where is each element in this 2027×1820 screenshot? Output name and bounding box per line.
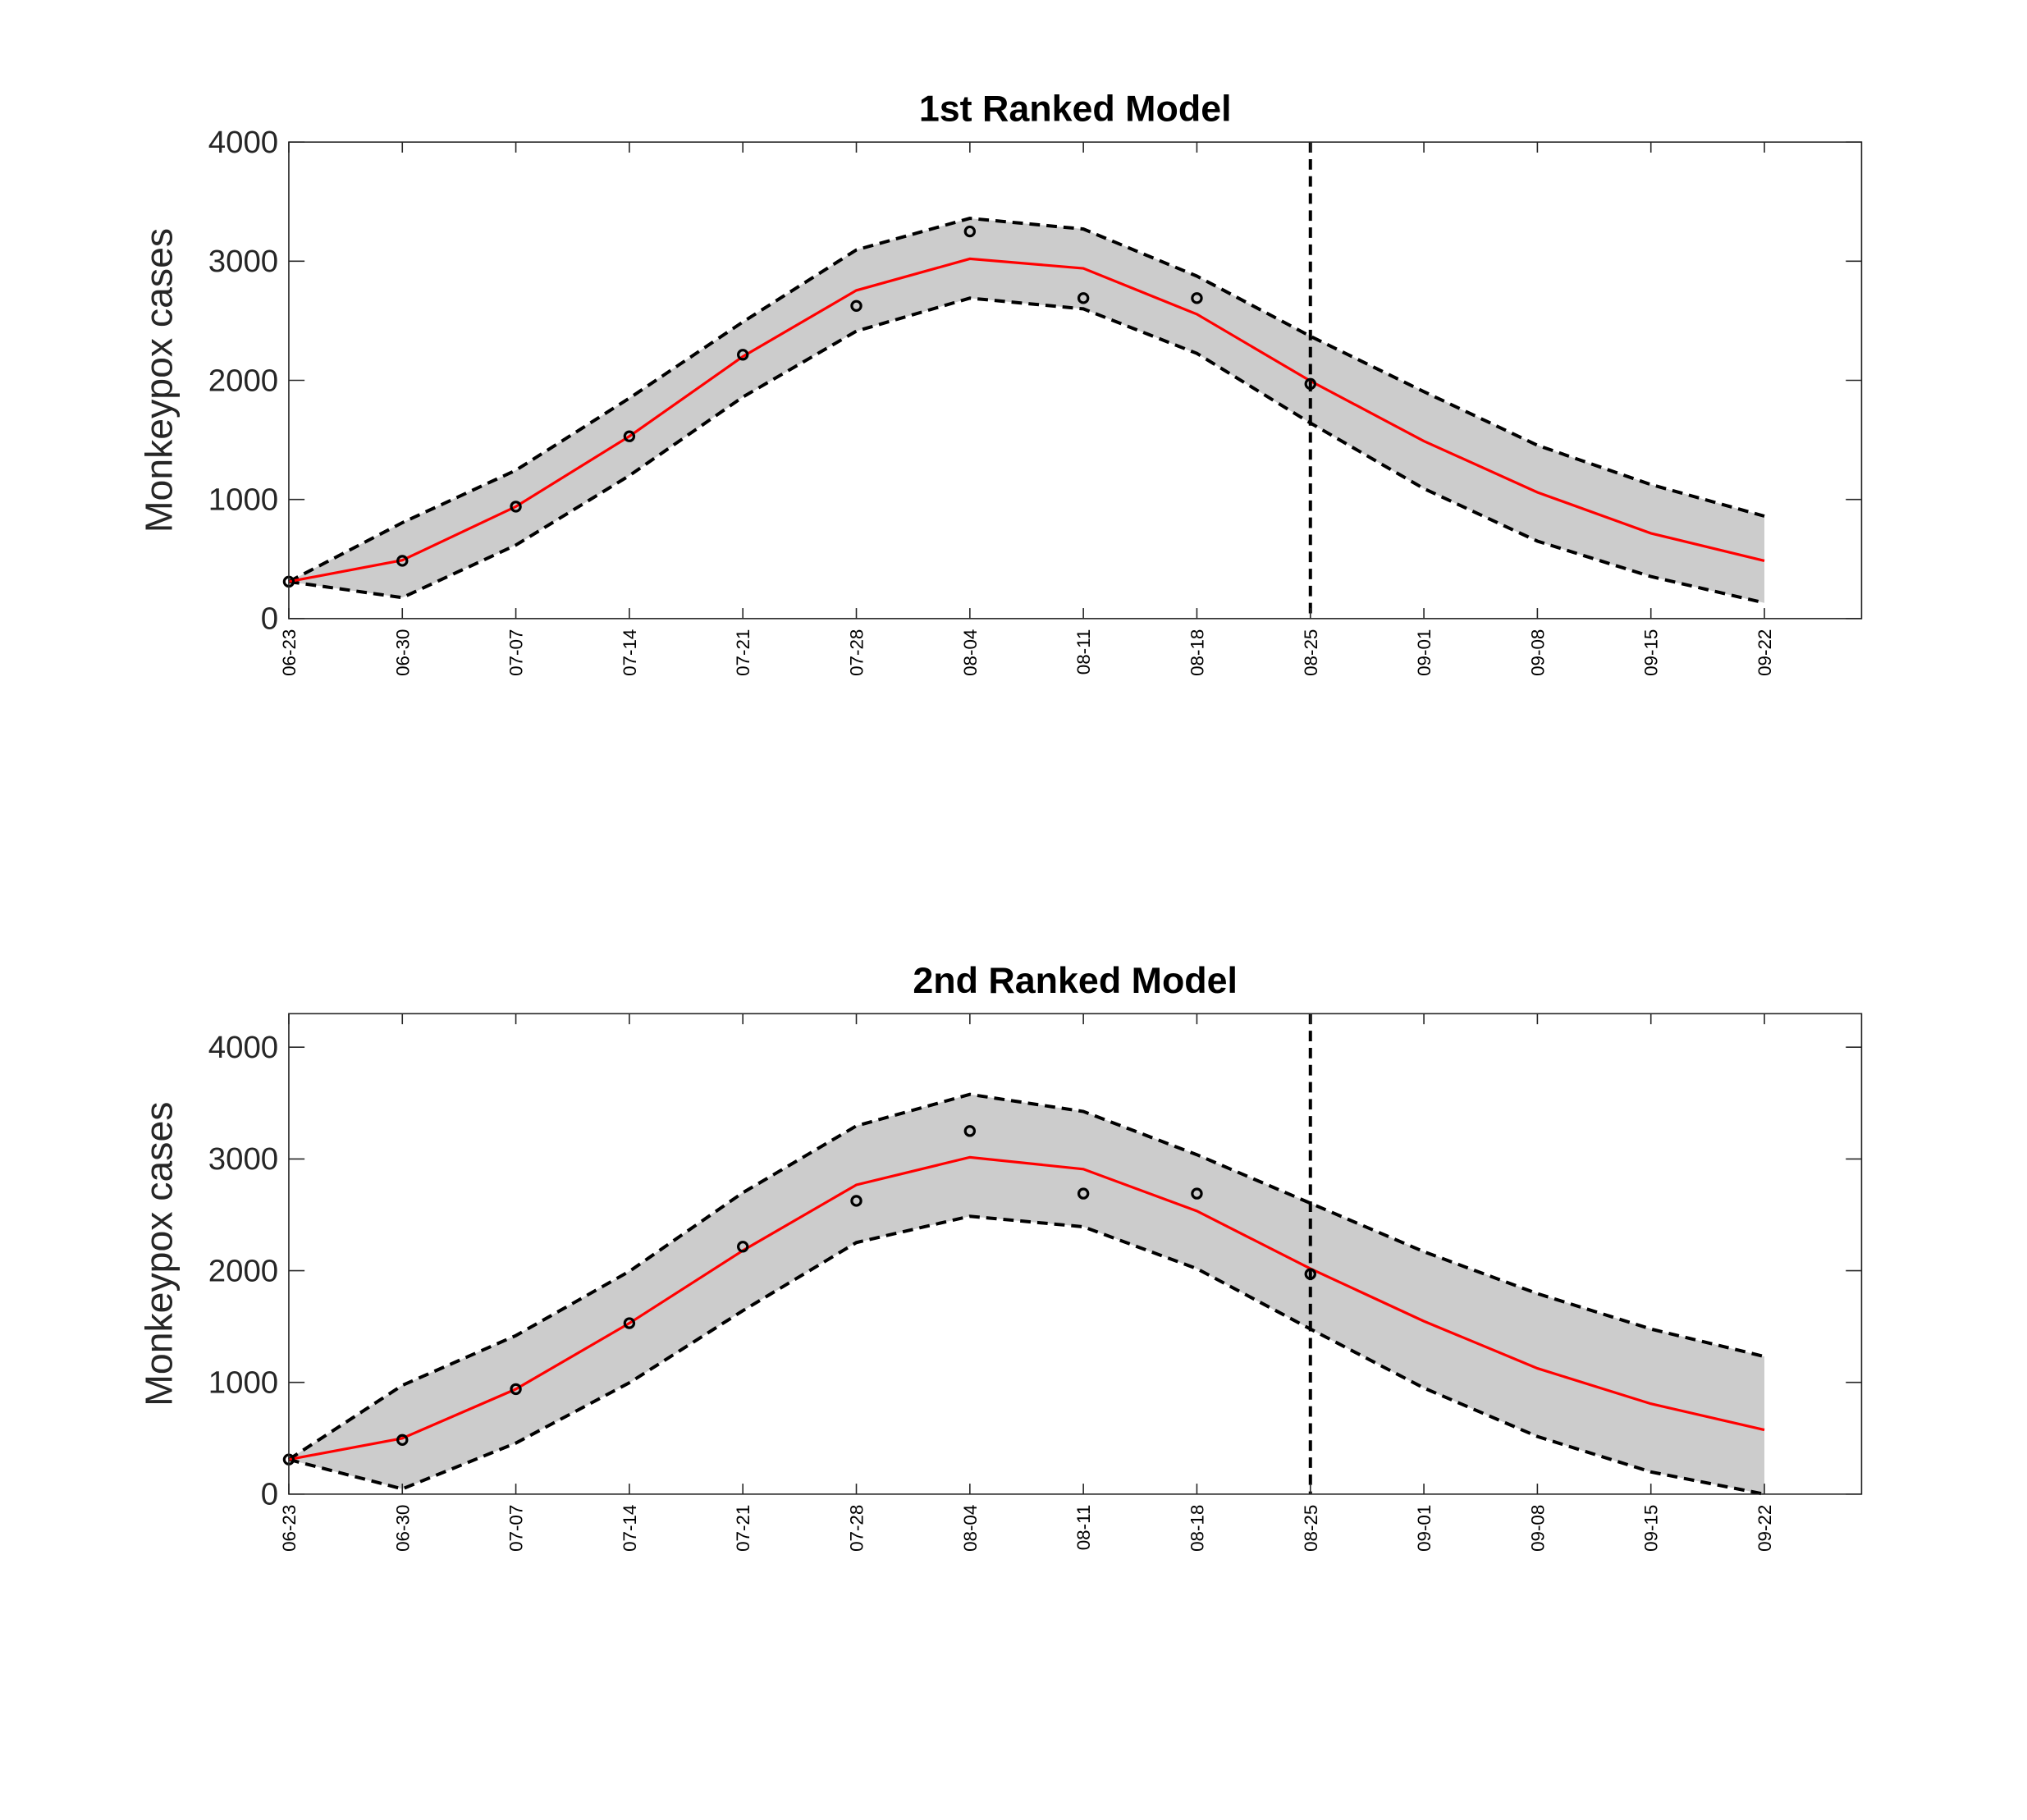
fit-line bbox=[288, 1155, 1765, 1461]
observed-point bbox=[736, 349, 749, 361]
x-tick-label: 07-14 bbox=[620, 629, 640, 676]
x-tick-label: 08-25 bbox=[1301, 629, 1321, 676]
observed-point bbox=[963, 225, 977, 238]
chart: 0 1000 2000 3000 4000 06-23 06-30 07-07 07-14 07-… bbox=[138, 960, 1863, 1552]
y-tick-label: 3000 bbox=[208, 1141, 278, 1177]
x-tick-label: 06-23 bbox=[279, 1505, 300, 1552]
x-tick-label: 07-14 bbox=[620, 1505, 640, 1552]
y-tick-label: 1000 bbox=[208, 482, 278, 517]
axes-frame bbox=[288, 1013, 1863, 1495]
observed-point bbox=[736, 1241, 749, 1253]
x-tick-label: 09-15 bbox=[1641, 629, 1662, 676]
observed-point bbox=[623, 1317, 636, 1329]
observed-point bbox=[396, 1434, 409, 1447]
x-tick-label: 07-28 bbox=[847, 629, 867, 676]
upper-bound bbox=[288, 217, 1765, 583]
chart-title: 2nd Ranked Model bbox=[913, 960, 1238, 1001]
observed-point bbox=[1191, 1187, 1203, 1200]
fit-line bbox=[288, 257, 1765, 583]
y-tick-label: 2000 bbox=[208, 363, 278, 398]
observed-point bbox=[623, 430, 636, 442]
lower-bound bbox=[288, 296, 1765, 605]
x-tick-label: 09-15 bbox=[1641, 1505, 1662, 1552]
y-tick-label: 0 bbox=[261, 601, 278, 637]
x-tick-label: 09-08 bbox=[1527, 629, 1548, 676]
y-tick-label: 1000 bbox=[208, 1365, 278, 1401]
x-tick-label: 07-28 bbox=[847, 1505, 867, 1552]
y-tick-label: 4000 bbox=[208, 125, 278, 160]
x-tick-label: 09-01 bbox=[1414, 1505, 1434, 1552]
x-tick-label: 08-04 bbox=[960, 1505, 981, 1552]
y-tick-label: 4000 bbox=[208, 1030, 278, 1065]
x-tick-label: 06-23 bbox=[279, 629, 300, 676]
y-tick-label: 0 bbox=[261, 1477, 278, 1512]
x-tick-label: 08-11 bbox=[1073, 1505, 1094, 1551]
observed-point bbox=[510, 1383, 522, 1396]
x-tick-label: 09-22 bbox=[1755, 629, 1775, 676]
x-tick-label: 06-30 bbox=[392, 1505, 413, 1552]
observed-point bbox=[963, 1125, 977, 1137]
observed-point bbox=[850, 1195, 863, 1207]
y-axis-label: Monkeypox cases bbox=[138, 1102, 181, 1406]
observed-point bbox=[1191, 292, 1203, 304]
observed-point bbox=[396, 555, 409, 567]
x-tick-label: 08-04 bbox=[960, 629, 981, 676]
x-tick-label: 06-30 bbox=[392, 629, 413, 676]
x-tick-label: 09-22 bbox=[1755, 1505, 1775, 1552]
chart: 0 1000 2000 3000 4000 06-23 06-30 07-07 07-14 07-… bbox=[138, 89, 1863, 676]
y-tick-label: 3000 bbox=[208, 244, 278, 279]
observed-point bbox=[1077, 292, 1090, 304]
upper-bound bbox=[287, 1092, 1765, 1461]
observed-point bbox=[850, 300, 863, 312]
confidence-band bbox=[288, 1094, 1765, 1494]
x-tick-label: 09-01 bbox=[1414, 629, 1434, 676]
x-tick-label: 07-07 bbox=[506, 629, 527, 676]
x-tick-label: 08-18 bbox=[1187, 1505, 1207, 1552]
x-tick-label: 09-08 bbox=[1527, 1505, 1548, 1552]
observed-point bbox=[1077, 1187, 1090, 1200]
x-tick-label: 08-18 bbox=[1187, 629, 1207, 676]
x-tick-label: 08-25 bbox=[1301, 1505, 1321, 1552]
x-tick-label: 08-11 bbox=[1073, 629, 1094, 675]
x-tick-label: 07-21 bbox=[733, 629, 753, 676]
x-tick-label: 07-21 bbox=[733, 1505, 753, 1552]
y-tick-label: 2000 bbox=[208, 1253, 278, 1288]
chart-title: 1st Ranked Model bbox=[919, 89, 1232, 130]
y-axis-label: Monkeypox cases bbox=[138, 228, 181, 533]
observed-point bbox=[510, 501, 522, 513]
x-tick-label: 07-07 bbox=[506, 1505, 527, 1552]
lower-bound bbox=[288, 1214, 1765, 1496]
